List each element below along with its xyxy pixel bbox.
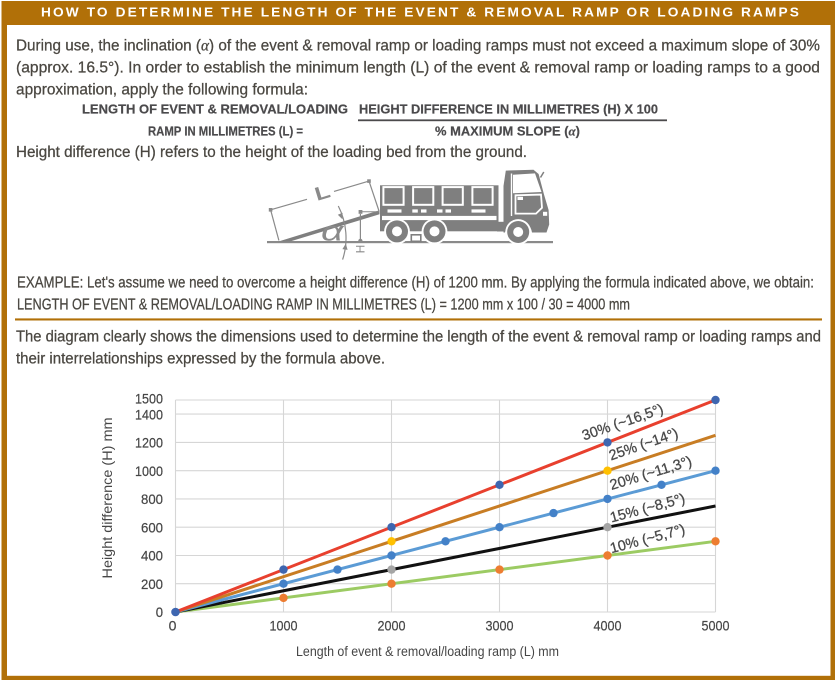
svg-text:HEIGHT DIFFERENCE IN MILLIMETR: HEIGHT DIFFERENCE IN MILLIMETRES (H) X 1… [359,101,658,116]
svg-text:Height difference (H) mm: Height difference (H) mm [99,418,115,579]
svg-text:their interrelationships expre: their interrelationships expressed by th… [16,350,385,367]
svg-text:5000: 5000 [702,618,730,634]
svg-text:HOW TO DETERMINE THE LENGTH OF: HOW TO DETERMINE THE LENGTH OF THE EVENT… [41,4,801,19]
svg-text:During use, the inclination (α: During use, the inclination (α) of the e… [16,38,820,55]
svg-text:1500: 1500 [135,391,163,406]
svg-text:LENGTH OF EVENT & REMOVAL/LOAD: LENGTH OF EVENT & REMOVAL/LOADING [82,101,348,116]
svg-text:1000: 1000 [135,464,163,479]
svg-text:1000: 1000 [270,618,298,634]
svg-text:4000: 4000 [594,618,622,634]
svg-text:Height difference (H) refers t: Height difference (H) refers to the heig… [16,144,527,161]
svg-text:3000: 3000 [486,618,514,634]
svg-text:2000: 2000 [378,618,406,634]
svg-text:1400: 1400 [135,407,163,422]
svg-text:400: 400 [141,549,163,564]
svg-text:L: L [312,180,333,205]
svg-text:(approx. 16.5°). In order to e: (approx. 16.5°). In order to establish t… [16,60,820,77]
svg-text:1200: 1200 [135,436,163,451]
svg-text:0: 0 [169,618,177,634]
svg-text:EXAMPLE: Let's assume we need: EXAMPLE: Let's assume we need to overcom… [17,274,814,291]
svg-text:600: 600 [141,520,163,535]
svg-text:Length of event & removal/load: Length of event & removal/loading ramp (… [296,644,559,659]
svg-text:RAMP IN MILLIMETRES (L) =: RAMP IN MILLIMETRES (L) = [148,124,303,139]
svg-text:The diagram clearly shows the: The diagram clearly shows the dimensions… [16,328,821,345]
svg-text:α: α [321,217,344,247]
svg-text:% MAXIMUM SLOPE (α): % MAXIMUM SLOPE (α) [435,124,580,139]
svg-text:H: H [354,245,368,254]
svg-text:LENGTH OF EVENT & REMOVAL/LOAD: LENGTH OF EVENT & REMOVAL/LOADING RAMP I… [17,296,630,313]
svg-text:800: 800 [141,492,163,507]
svg-text:0: 0 [156,605,163,620]
svg-text:approximation, apply the follo: approximation, apply the following formu… [16,82,308,99]
svg-text:200: 200 [141,577,163,592]
